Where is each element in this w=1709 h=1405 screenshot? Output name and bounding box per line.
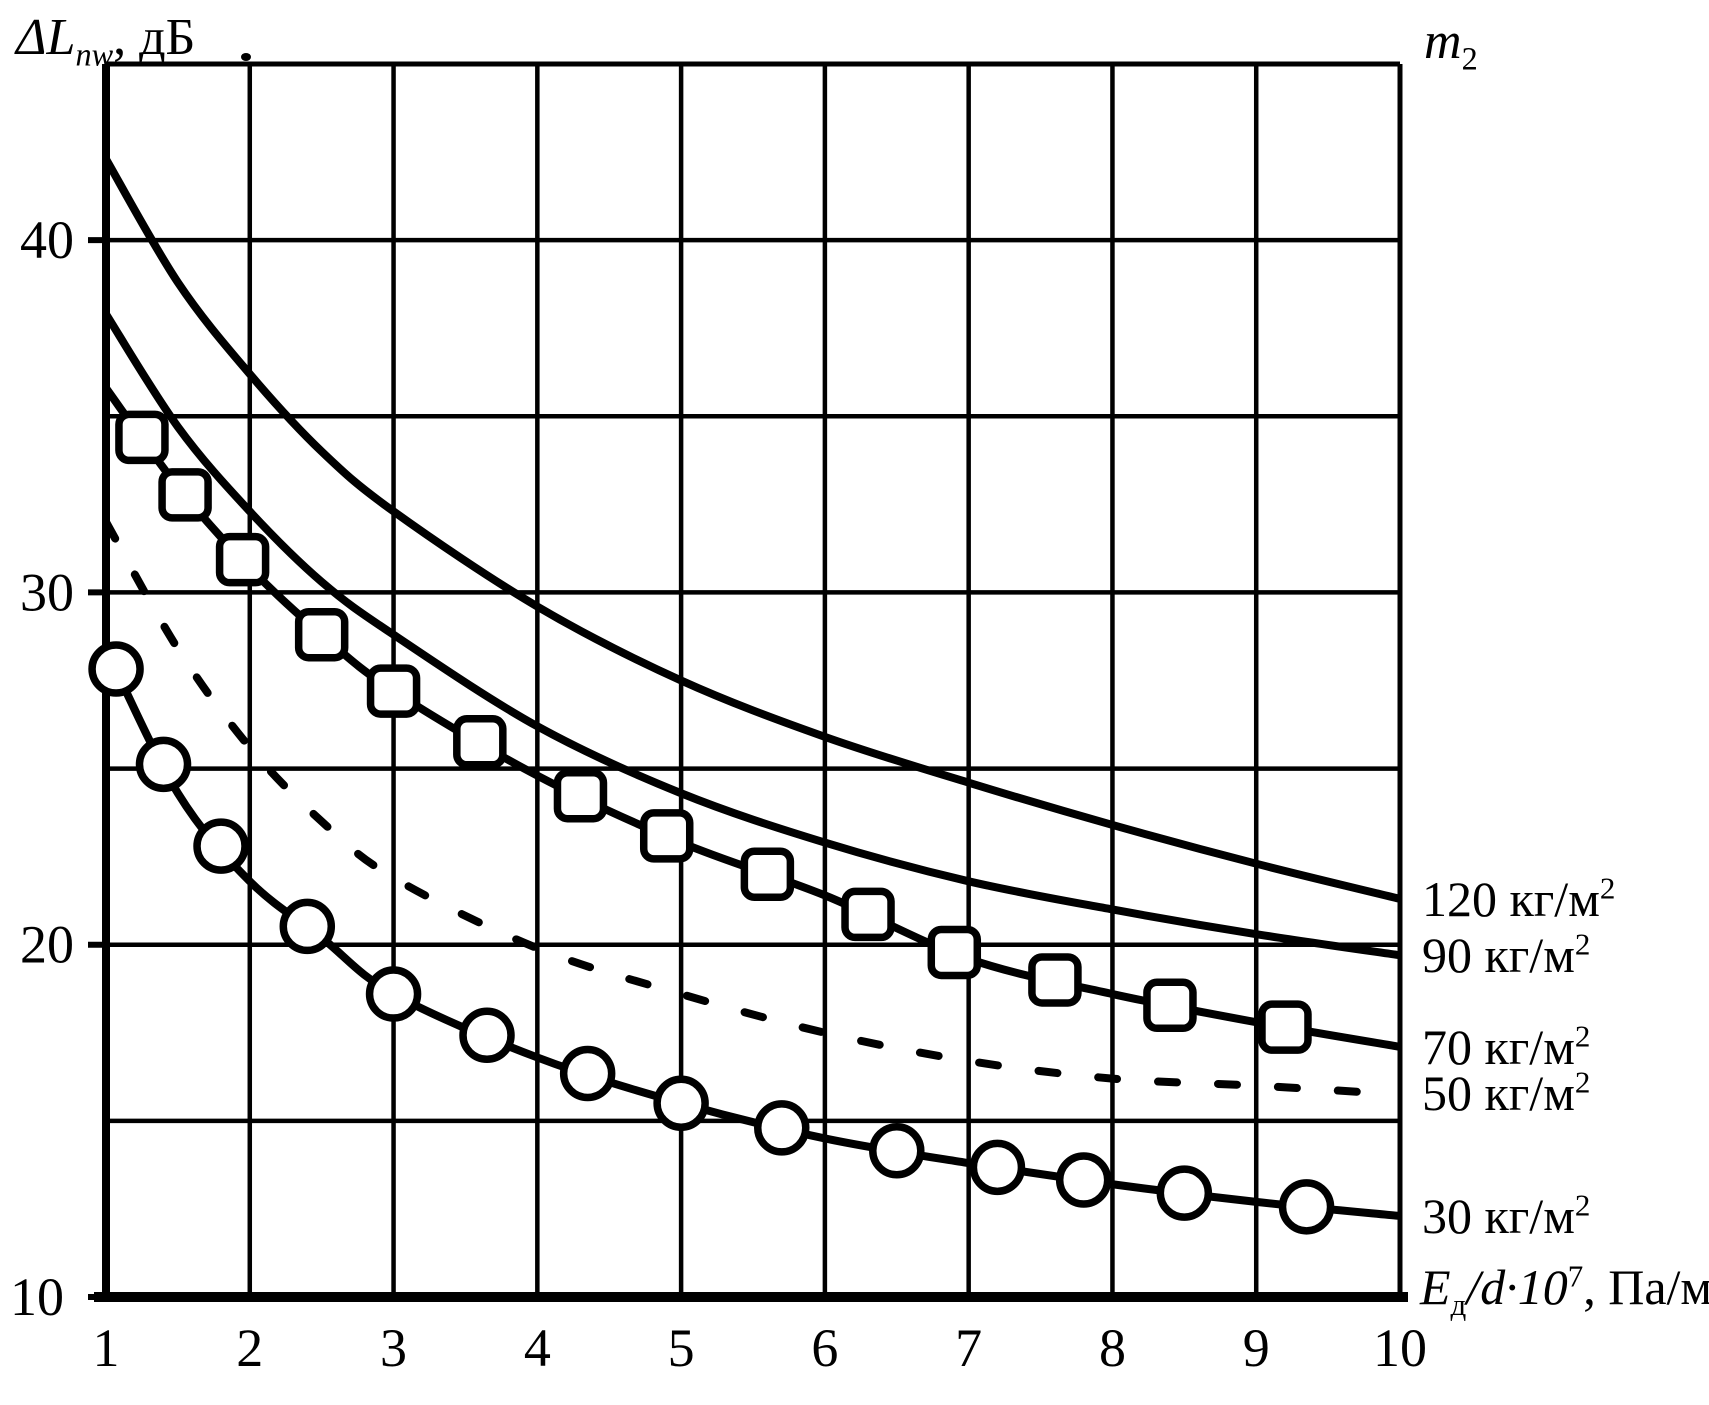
y-axis-symbol-subscript: nw — [75, 36, 114, 73]
x-tick-label: 8 — [1099, 1318, 1126, 1378]
square-marker — [553, 768, 608, 823]
y-axis-title: ΔLnw, дБ — [16, 8, 195, 73]
x-tick-label: 4 — [524, 1318, 551, 1378]
square-marker — [453, 715, 507, 769]
y-tick-label: 20 — [20, 915, 74, 975]
square-marker — [158, 468, 212, 522]
x-unit-mid: /d·10 — [1466, 1259, 1568, 1315]
ink-speck — [241, 53, 251, 61]
series-label-30kg: 30 кг/м2 — [1422, 1187, 1591, 1244]
x-tick-label: 7 — [955, 1318, 982, 1378]
circle-marker — [1055, 1152, 1112, 1208]
mass-symbol: m — [1424, 13, 1462, 70]
square-marker — [841, 887, 895, 942]
square-marker — [927, 925, 982, 980]
circle-marker — [459, 1007, 515, 1064]
circle-marker — [969, 1139, 1026, 1196]
series-label-70kg: 70 кг/м2 — [1422, 1018, 1591, 1075]
circle-marker — [365, 966, 422, 1022]
circle-marker — [559, 1045, 616, 1102]
x-axis-unit-label: Eд/d·107, Па/м — [1420, 1258, 1709, 1323]
x-tick-label: 2 — [236, 1318, 263, 1378]
square-marker — [366, 664, 421, 718]
y-tick-label: 40 — [20, 210, 74, 270]
x-unit-rest: , Па/м — [1583, 1259, 1709, 1315]
series-curve-30kg — [102, 647, 1401, 1220]
square-marker — [740, 847, 795, 902]
series-curve-90kg — [102, 311, 1401, 960]
x-tick-label: 9 — [1243, 1318, 1270, 1378]
mass-column-title: m2 — [1424, 12, 1478, 77]
square-marker — [115, 410, 169, 465]
square-marker — [1028, 953, 1082, 1007]
series-label-90kg: 90 кг/м2 — [1422, 926, 1591, 984]
square-marker — [1143, 978, 1197, 1033]
x-unit-exponent: 7 — [1567, 1258, 1584, 1294]
circle-marker — [653, 1075, 709, 1131]
series-label-120kg: 120 кг/м2 — [1422, 870, 1616, 927]
circle-marker — [1278, 1179, 1335, 1235]
x-tick-label: 10 — [1373, 1318, 1427, 1378]
x-tick-label: 3 — [380, 1318, 407, 1378]
mass-symbol-subscript: 2 — [1461, 40, 1478, 77]
circle-marker — [135, 736, 192, 793]
circle-marker — [193, 818, 249, 874]
x-tick-label: 6 — [811, 1318, 838, 1378]
circle-marker — [88, 641, 144, 697]
series-curve-50kg — [102, 517, 1376, 1097]
y-tick-label: 10 — [10, 1267, 64, 1327]
x-unit-symbol-subscript: д — [1450, 1287, 1467, 1322]
square-marker — [1258, 1000, 1312, 1054]
square-marker — [215, 532, 270, 587]
circle-marker — [279, 898, 336, 955]
y-axis-unit: , дБ — [113, 9, 196, 66]
square-marker — [294, 607, 349, 662]
circle-marker — [754, 1100, 810, 1156]
square-marker — [639, 809, 694, 863]
x-unit-symbol: E — [1420, 1259, 1451, 1315]
y-tick-label: 30 — [20, 562, 74, 622]
y-axis-symbol: ΔL — [16, 9, 76, 66]
series-curve-120kg — [102, 157, 1401, 903]
x-tick-label: 1 — [93, 1318, 120, 1378]
circle-marker — [869, 1123, 925, 1179]
x-tick-label: 5 — [668, 1318, 695, 1378]
series-label-50kg: 50 кг/м2 — [1422, 1064, 1591, 1121]
circle-marker — [1156, 1165, 1213, 1221]
